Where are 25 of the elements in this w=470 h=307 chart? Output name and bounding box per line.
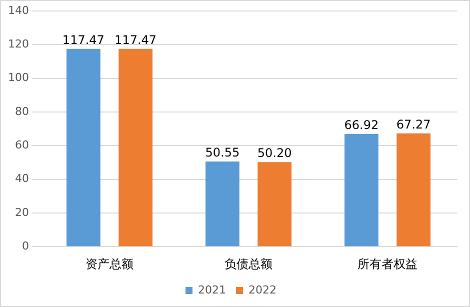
bar: [118, 48, 152, 246]
bar: [258, 162, 292, 246]
y-tick-label: 120: [8, 38, 29, 51]
x-tick-label: 所有者权益: [358, 256, 418, 271]
y-tick-label: 80: [14, 104, 29, 118]
data-label: 50.55: [205, 146, 240, 160]
bar: [396, 133, 431, 246]
y-tick-label: 20: [14, 206, 29, 219]
data-label: 67.27: [396, 118, 431, 132]
data-label: 66.92: [344, 118, 379, 132]
bar: [344, 134, 378, 246]
y-tick-label: 140: [8, 4, 29, 17]
bar: [66, 48, 100, 246]
data-label: 50.20: [257, 146, 292, 160]
y-tick-label: 100: [8, 71, 29, 84]
x-tick-label: 负债总额: [224, 256, 272, 271]
x-tick-label: 资产总额: [85, 256, 134, 271]
data-label: 117.47: [114, 33, 157, 48]
data-label: 117.47: [62, 33, 104, 48]
legend-label: 2022: [248, 283, 276, 296]
y-tick-label: 0: [22, 239, 29, 252]
y-tick-label: 60: [14, 138, 29, 152]
legend-label: 2021: [198, 283, 226, 296]
y-tick-label: 40: [14, 172, 29, 186]
bar: [205, 162, 240, 246]
